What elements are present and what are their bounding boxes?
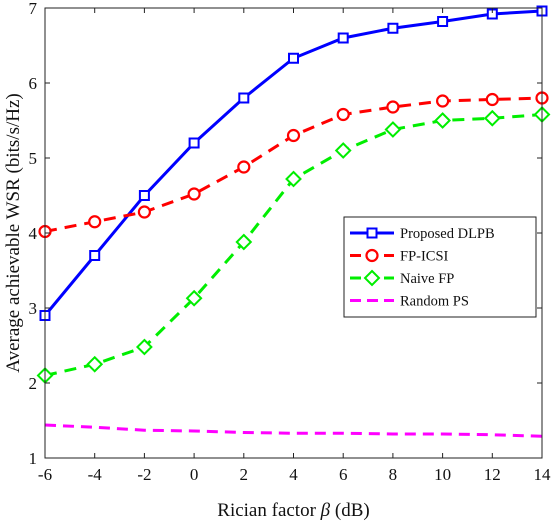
- x-tick-label: -2: [137, 465, 151, 484]
- data-point: [138, 190, 150, 201]
- data-point: [235, 233, 253, 251]
- x-tick-label: -4: [88, 465, 103, 484]
- data-point: [386, 100, 400, 114]
- y-tick-label: 4: [29, 224, 38, 243]
- x-tick-label: 6: [339, 465, 348, 484]
- legend-label: FP-ICSI: [400, 249, 449, 265]
- legend-item: Naive FP: [350, 269, 454, 287]
- data-point: [188, 137, 200, 149]
- data-point: [434, 112, 452, 129]
- legend-marker: [365, 248, 379, 263]
- x-tick-label: -6: [38, 465, 52, 484]
- data-point: [337, 32, 349, 44]
- series-line: [44, 423, 543, 438]
- x-tick-label: 4: [289, 465, 298, 484]
- data-point: [237, 160, 251, 174]
- data-point: [238, 92, 250, 104]
- data-point: [135, 338, 153, 356]
- data-point: [334, 142, 352, 159]
- data-point: [285, 170, 302, 188]
- legend-marker: [363, 269, 381, 287]
- x-tick-label: 0: [190, 465, 199, 484]
- data-point: [485, 92, 499, 107]
- data-point: [86, 355, 104, 373]
- data-point: [286, 128, 301, 143]
- x-tick-label: 12: [484, 465, 501, 484]
- data-point: [483, 109, 501, 127]
- data-point: [89, 250, 101, 261]
- y-tick-label: 7: [29, 0, 38, 18]
- y-tick-label: 3: [29, 299, 38, 318]
- y-axis-label: Average achievable WSR (bits/s/Hz): [3, 93, 24, 372]
- x-axis-label-after: (dB): [330, 500, 370, 521]
- legend-label: Proposed DLPB: [400, 226, 495, 242]
- series-line: [44, 96, 543, 233]
- x-tick-label: 10: [434, 465, 451, 484]
- series-fp-icsi: [38, 91, 549, 239]
- y-tick-label: 5: [29, 149, 38, 168]
- data-point: [137, 205, 151, 219]
- x-axis-label: Rician factor β (dB): [217, 500, 369, 521]
- series-random-ps: [44, 423, 543, 438]
- data-point: [436, 94, 450, 108]
- legend-item: FP-ICSI: [350, 249, 449, 265]
- x-tick-label: 14: [534, 465, 552, 484]
- data-point: [336, 107, 350, 122]
- legend-marker: [366, 227, 378, 239]
- x-axis-label-symbol: β: [320, 500, 331, 521]
- data-point: [185, 289, 203, 307]
- legend-label: Random PS: [400, 294, 469, 310]
- legend-item: Proposed DLPB: [350, 226, 495, 242]
- y-tick-label: 1: [29, 449, 38, 468]
- data-point: [88, 215, 102, 229]
- data-point: [384, 121, 402, 138]
- data-point: [288, 52, 299, 64]
- x-tick-label: 8: [389, 465, 398, 484]
- data-point: [187, 187, 201, 201]
- legend: Proposed DLPB FP-ICSI Naive FP Random PS: [343, 216, 537, 318]
- series-naive-fp: [36, 106, 551, 384]
- x-axis-label-before: Rician factor: [217, 500, 320, 521]
- x-tick-label: 2: [240, 465, 249, 484]
- y-tick-label: 2: [29, 374, 38, 393]
- data-point: [437, 16, 449, 27]
- legend-label: Naive FP: [400, 271, 454, 287]
- y-tick-label: 6: [29, 74, 38, 93]
- legend-item: Random PS: [350, 294, 469, 310]
- data-point: [387, 22, 399, 34]
